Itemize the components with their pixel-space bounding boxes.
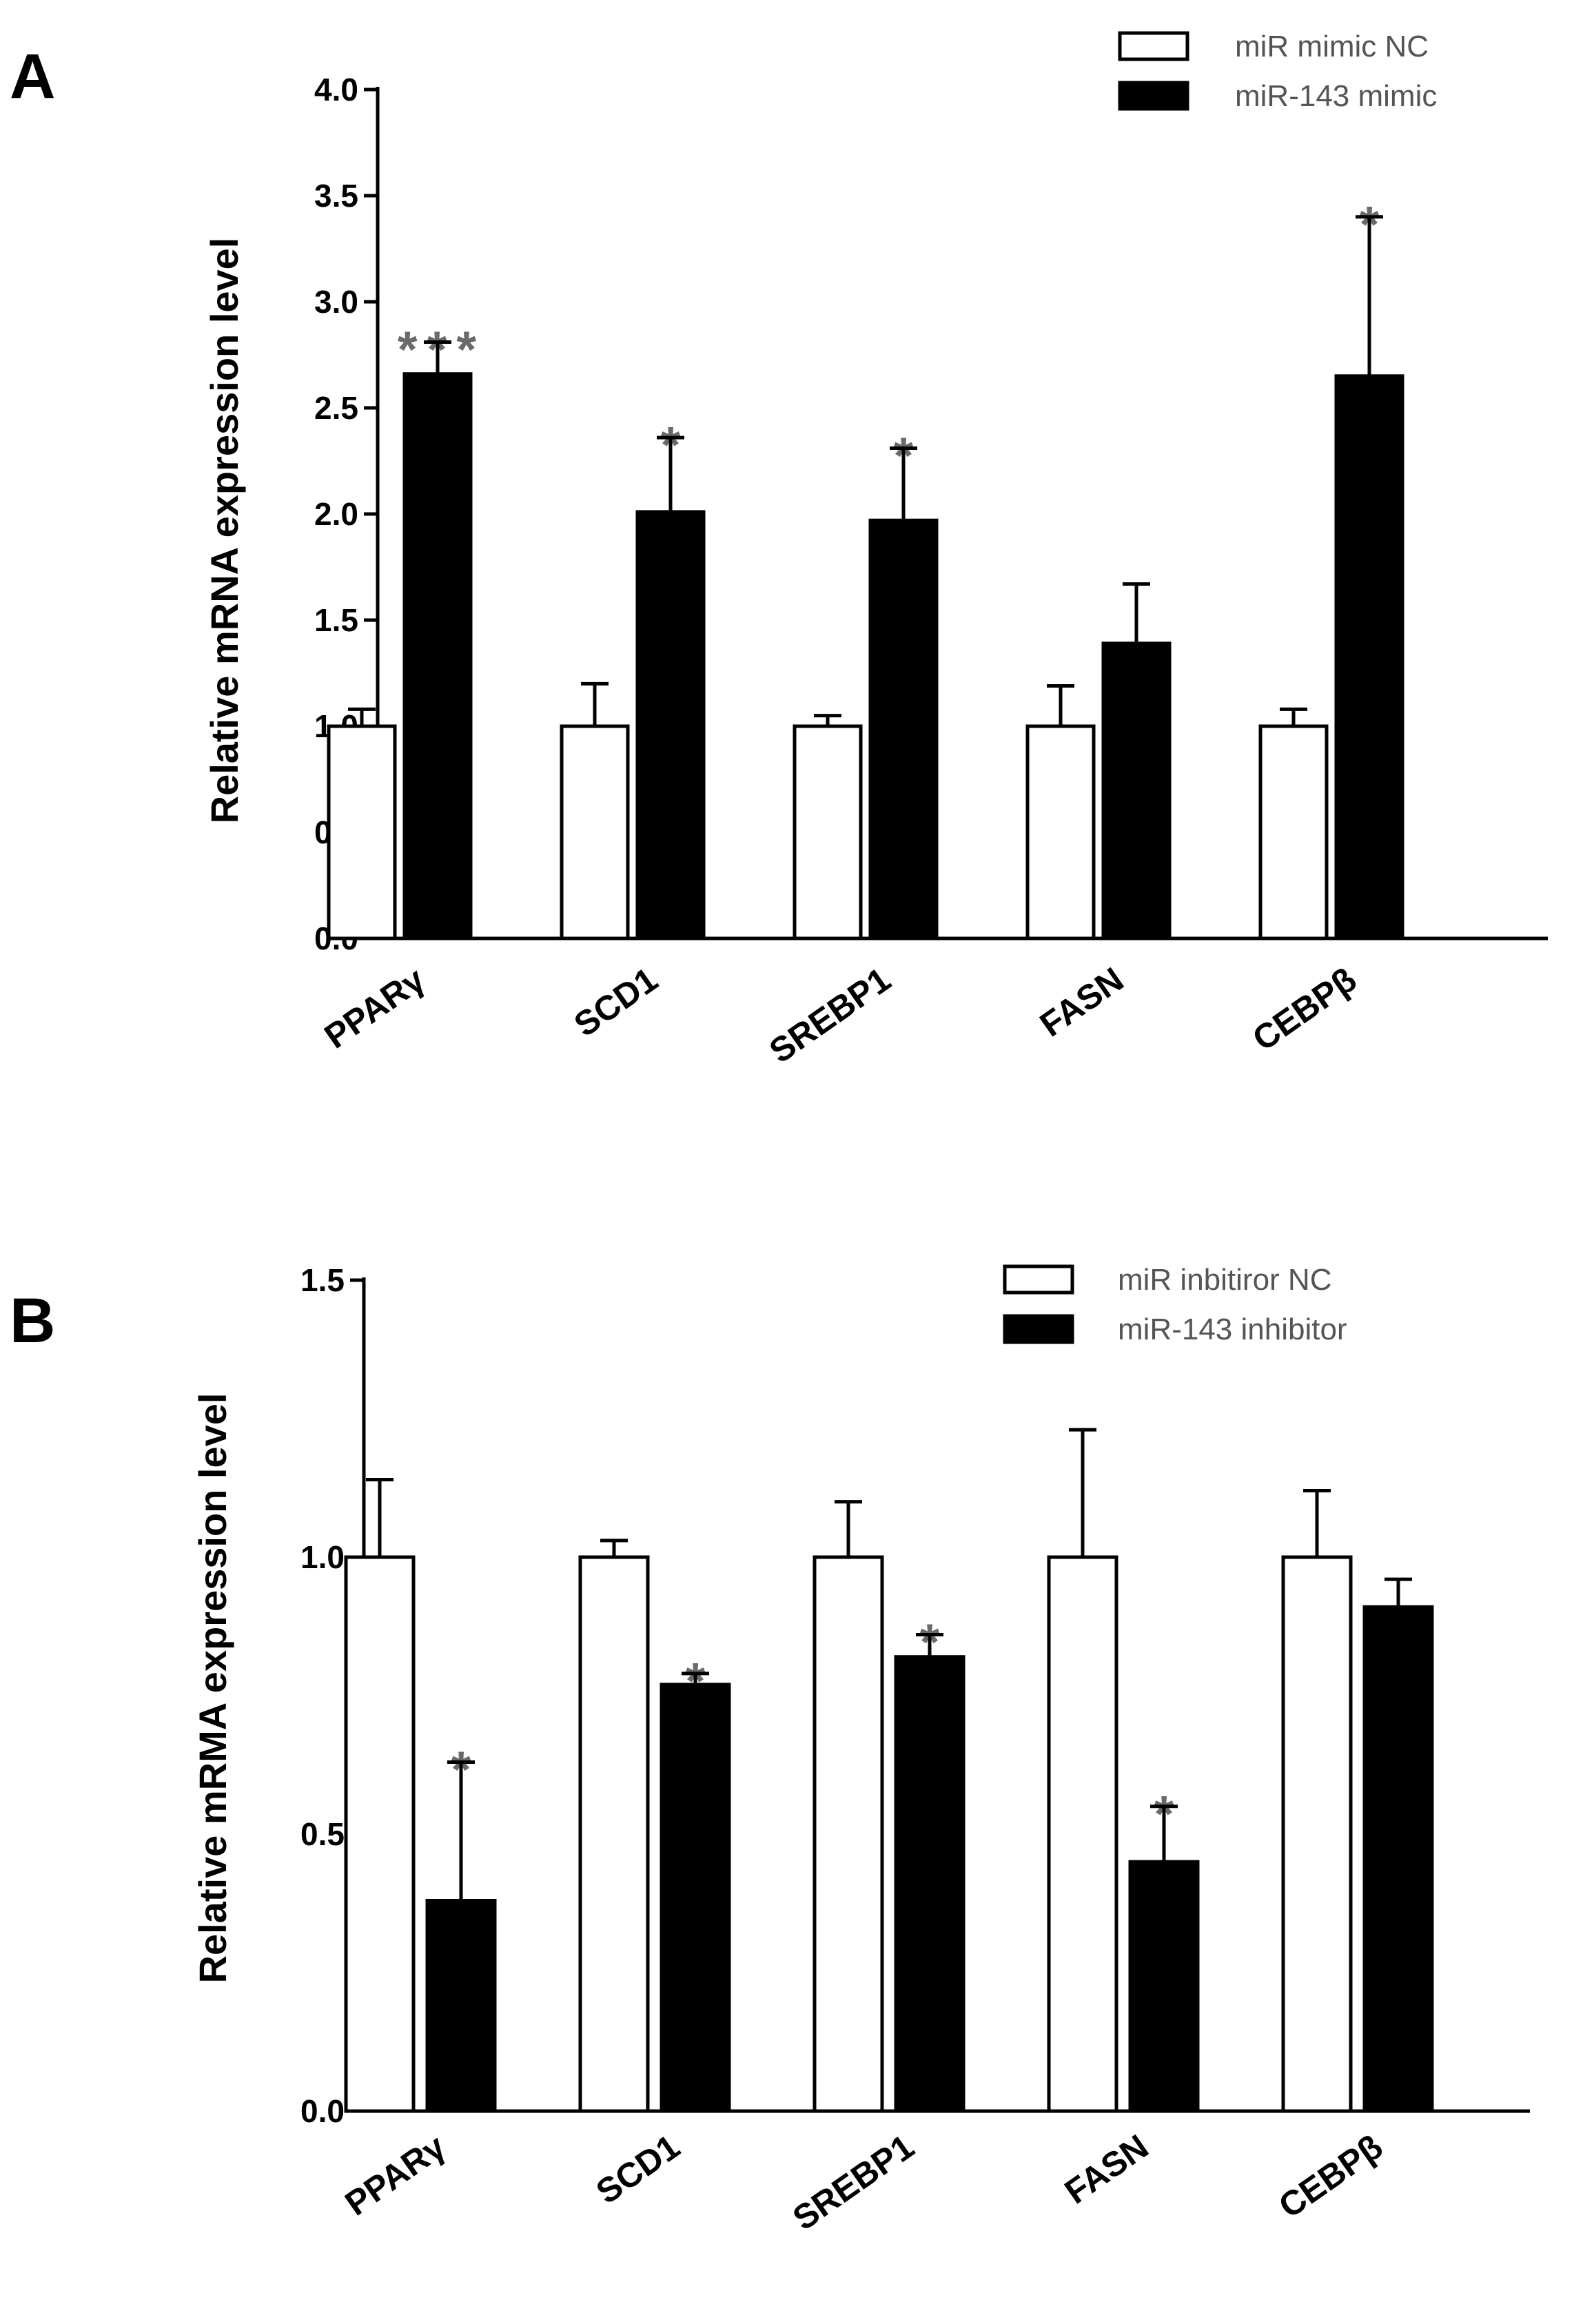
panel-a-bar-treatment: [402, 372, 473, 940]
panel-b-bar-control: [1047, 1555, 1118, 2113]
panel-b-legend-swatch-control: [1003, 1264, 1074, 1295]
panel-b-category-label: CEBPβ: [1271, 2127, 1389, 2225]
panel-a-significance: *** * * *: [398, 196, 1380, 484]
panel-b-category-label: PPARγ: [338, 2127, 453, 2223]
panel-b-bar-control: [344, 1555, 416, 2113]
panel-b-plot-area: [344, 1277, 1530, 2113]
panel-a-significance-marker: ***: [398, 321, 486, 378]
panel-a-bar-treatment: [868, 518, 939, 940]
panel-b-bar-control: [1281, 1555, 1353, 2113]
panel-b-bar-control: [578, 1555, 650, 2113]
panel-a-letter: A: [10, 41, 55, 112]
panel-a-bar-control: [793, 724, 863, 940]
panel-b-bar-treatment: [425, 1898, 497, 2113]
panel-a-legend-swatch-control: [1118, 31, 1189, 61]
panel-a-legend-swatch-treatment: [1118, 81, 1189, 111]
panel-a-tick-label: 3.0: [314, 284, 358, 320]
panel-b-tick-label: 0.5: [300, 1816, 345, 1852]
panel-b-category-label: FASN: [1058, 2127, 1155, 2211]
panel-b-y-ticks: 0.0 0.5 1.0 1.5: [300, 1262, 345, 2129]
panel-a-category-label: SCD1: [567, 960, 664, 1044]
panel-b-y-axis-title: Relative mRMA expression level: [191, 1393, 234, 1984]
panel-b-bar-control: [813, 1555, 884, 2113]
panel-b-legend-swatch-treatment: [1003, 1314, 1074, 1344]
panel-a-y-axis-title: Relative mRNA expression level: [203, 238, 246, 824]
panel-a-tick-label: 2.0: [314, 496, 358, 532]
panel-a-legend-label: miR-143 mimic: [1235, 79, 1437, 113]
panel-b-legend-label: miR inbitiror NC: [1118, 1263, 1331, 1297]
panel-b-legend-label: miR-143 inhibitor: [1118, 1313, 1347, 1346]
panel-a-bar-control: [327, 724, 397, 940]
panel-b-bar-treatment: [894, 1655, 965, 2113]
panel-a-category-label: CEBPβ: [1245, 960, 1363, 1058]
panel-a-plot-area: [327, 87, 1548, 940]
panel-a-bar-control: [1258, 724, 1329, 940]
panel-b-category-label: SREBP1: [786, 2127, 921, 2238]
panel-a-bar-treatment: [1334, 374, 1404, 940]
panel-b-tick-label: 1.5: [300, 1262, 345, 1298]
panel-a-category-label: PPARγ: [318, 960, 432, 1056]
panel-a-bar-treatment: [1101, 641, 1172, 940]
panel-a-tick-label: 2.5: [314, 390, 358, 426]
panel-a-bar-control: [1025, 724, 1096, 940]
panel-a-bar-treatment: [635, 510, 706, 940]
panel-b-legend: miR inbitiror NC miR-143 inhibitor: [1003, 1263, 1347, 1346]
panel-a-tick-label: 4.0: [314, 72, 358, 107]
panel-a: A Relative mRNA expression level 0.0 0.5…: [10, 30, 1548, 1071]
panel-a-tick-label: 1.5: [314, 602, 358, 638]
panel-a-category-label: FASN: [1033, 960, 1130, 1044]
panel-b-bar-treatment: [1362, 1605, 1434, 2113]
panel-b-category-label: SCD1: [589, 2127, 686, 2211]
panel-b: B Relative mRMA expression level 0.0 0.5…: [10, 1262, 1530, 2238]
panel-b-letter: B: [10, 1286, 55, 1356]
panel-a-bar-control: [560, 724, 630, 940]
panel-a-tick-label: 3.5: [314, 178, 358, 214]
panel-a-legend: miR mimic NC miR-143 mimic: [1118, 30, 1437, 113]
panel-b-tick-label: 1.0: [300, 1539, 345, 1575]
panel-a-categories: PPARγ SCD1 SREBP1 FASN CEBPβ: [318, 960, 1364, 1071]
panel-b-categories: PPARγ SCD1 SREBP1 FASN CEBPβ: [338, 2127, 1390, 2238]
panel-a-legend-label: miR mimic NC: [1235, 30, 1429, 63]
panel-a-category-label: SREBP1: [762, 960, 897, 1071]
panel-b-tick-label: 0.0: [300, 2093, 345, 2129]
panel-b-bar-treatment: [660, 1683, 731, 2113]
panel-b-bar-treatment: [1128, 1860, 1200, 2113]
